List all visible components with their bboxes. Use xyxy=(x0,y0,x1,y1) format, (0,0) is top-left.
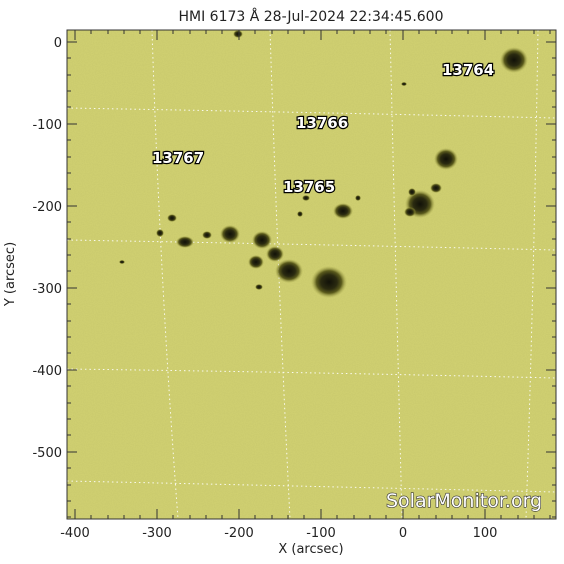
figure-title: HMI 6173 Å 28-Jul-2024 22:34:45.600 xyxy=(178,8,443,25)
plot-frame xyxy=(66,29,557,520)
y-tick-label: -100 xyxy=(32,118,62,133)
x-axis-label: X (arcsec) xyxy=(278,542,343,557)
active-region-label: 13766 xyxy=(296,114,348,132)
sunspot-group xyxy=(119,30,528,298)
x-tick-labels: -400 -300 -200 -100 0 100 xyxy=(60,526,497,541)
x-tick-label: 0 xyxy=(399,526,407,541)
x-tick-label: -400 xyxy=(60,526,90,541)
y-tick-label: 0 xyxy=(54,36,62,51)
active-region-label: 13764 xyxy=(442,61,494,79)
y-axis-label: Y (arcsec) xyxy=(3,242,18,307)
heliographic-grid xyxy=(67,30,556,519)
active-region-label: 13767 xyxy=(152,149,204,167)
disk-texture xyxy=(67,30,556,519)
y-tick-labels: 0 -100 -200 -300 -400 -500 xyxy=(32,36,62,461)
x-tick-label: -200 xyxy=(224,526,254,541)
active-region-label: 13765 xyxy=(283,178,335,196)
watermark: SolarMonitor.org xyxy=(386,490,542,512)
y-tick-label: -300 xyxy=(32,282,62,297)
x-tick-label: -100 xyxy=(306,526,336,541)
y-tick-label: -400 xyxy=(32,364,62,379)
axis-ticks xyxy=(67,30,556,519)
y-tick-label: -200 xyxy=(32,200,62,215)
x-tick-label: -300 xyxy=(142,526,172,541)
x-tick-label: 100 xyxy=(473,526,498,541)
y-tick-label: -500 xyxy=(32,446,62,461)
